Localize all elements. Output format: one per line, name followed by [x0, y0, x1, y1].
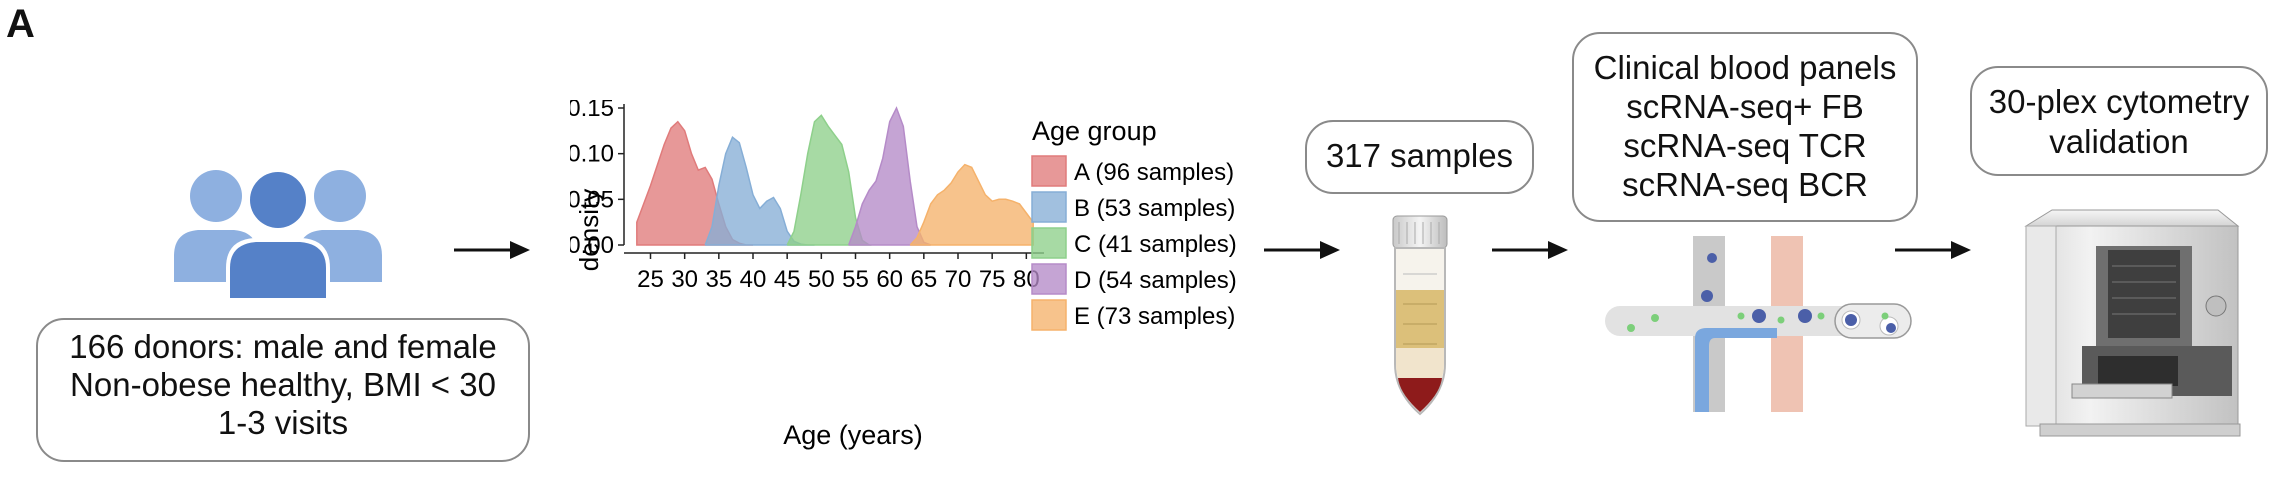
people-group-icon [174, 168, 382, 300]
y-tick-label: 0.00 [570, 232, 614, 259]
x-tick-label: 30 [671, 266, 698, 293]
legend-swatch-4 [1031, 299, 1067, 331]
assay-line-2: scRNA-seq+ FB [1626, 88, 1864, 125]
legend-swatch-2 [1031, 227, 1067, 259]
legend-swatch-1 [1031, 191, 1067, 223]
x-tick-label: 45 [774, 266, 801, 293]
legend-label-1: B (53 samples) [1074, 195, 1235, 222]
y-tick-label: 0.15 [570, 100, 614, 122]
arrow-right-icon [454, 241, 530, 259]
assay-line-4: scRNA-seq BCR [1622, 166, 1868, 203]
x-tick-label: 75 [979, 266, 1006, 293]
panel-letter: A [6, 2, 35, 46]
legend-label-4: E (73 samples) [1074, 303, 1235, 330]
microfluidic-chip-icon [1605, 236, 1912, 412]
assay-list-box: Clinical blood panels scRNA-seq+ FB scRN… [1572, 32, 1918, 222]
assay-line-1: Clinical blood panels [1593, 49, 1897, 86]
validation-line-1: 30-plex cytometry [1988, 83, 2250, 120]
x-axis-label: Age (years) [783, 420, 923, 450]
assay-line-3: scRNA-seq TCR [1623, 127, 1867, 164]
legend-label-0: A (96 samples) [1074, 159, 1234, 186]
sample-count-box: 317 samples [1305, 120, 1534, 194]
sample-count-label: 317 samples [1325, 137, 1514, 174]
donor-line-2: Non-obese healthy, BMI < 30 [70, 366, 496, 403]
cytometer-instrument-icon [2024, 209, 2241, 437]
x-tick-label: 40 [740, 266, 767, 293]
arrow-right-icon [1264, 241, 1340, 259]
legend-label-2: C (41 samples) [1074, 231, 1237, 258]
legend-swatch-3 [1031, 263, 1067, 295]
x-tick-label: 35 [705, 266, 732, 293]
arrow-right-icon [1492, 241, 1568, 259]
cytometry-validation-box: 30-plex cytometry validation [1970, 66, 2268, 176]
y-tick-label: 0.05 [570, 186, 614, 213]
y-axis-label: density [574, 189, 604, 271]
validation-line-2: validation [2049, 123, 2189, 160]
density-area-4 [909, 163, 1034, 246]
x-tick-label: 25 [637, 266, 664, 293]
x-tick-label: 55 [842, 266, 869, 293]
x-tick-label: 50 [808, 266, 835, 293]
donor-line-1: 166 donors: male and female [69, 328, 497, 365]
arrow-right-icon [1895, 241, 1971, 259]
y-tick-label: 0.10 [570, 141, 614, 168]
blood-tube-icon [1392, 215, 1448, 416]
x-tick-label: 65 [910, 266, 937, 293]
legend-swatch-0 [1031, 155, 1067, 187]
x-tick-label: 60 [876, 266, 903, 293]
density-area-3 [847, 106, 931, 246]
legend-label-3: D (54 samples) [1074, 267, 1237, 294]
x-tick-label: 70 [945, 266, 972, 293]
donor-line-3: 1-3 visits [217, 404, 349, 441]
legend-title: Age group [1032, 116, 1157, 146]
donor-description-box: 166 donors: male and female Non-obese he… [36, 318, 530, 462]
